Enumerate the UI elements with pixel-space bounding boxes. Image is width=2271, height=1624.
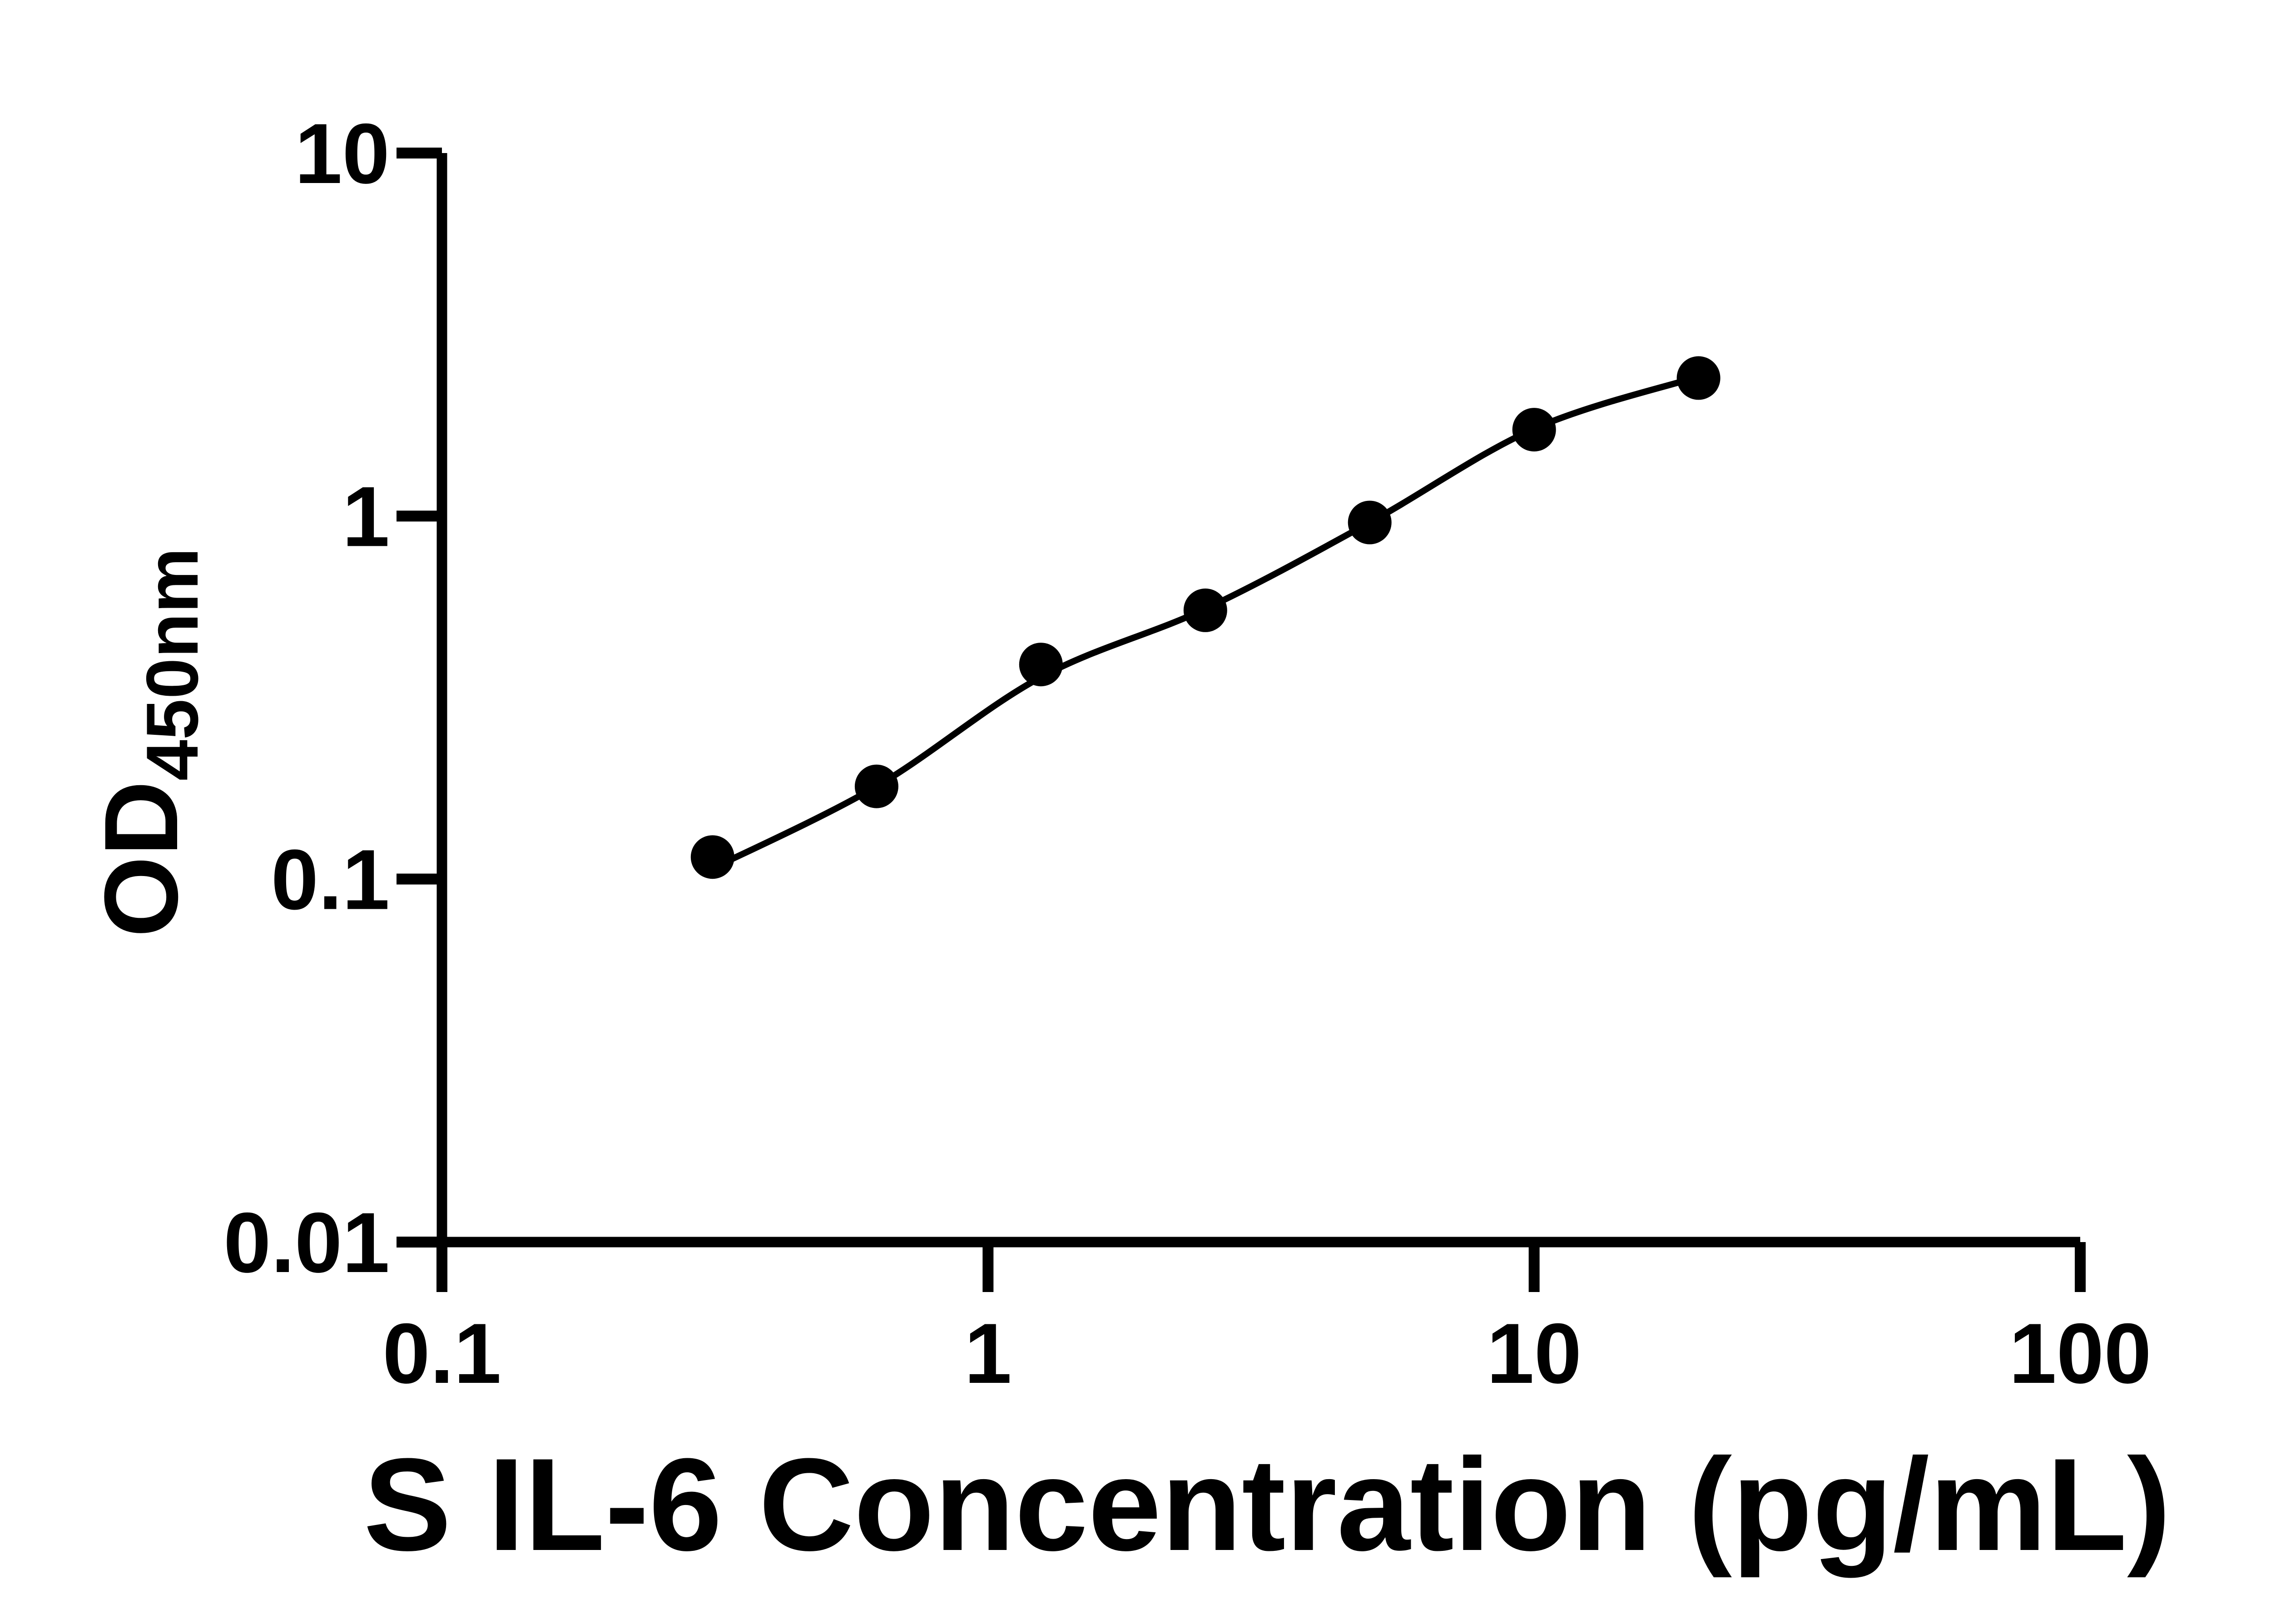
y-tick-label-10: 10 <box>295 106 390 201</box>
x-tick-label-10: 10 <box>1487 1306 1582 1401</box>
data-point-10pgml <box>1512 408 1556 452</box>
x-axis: 0.1 1 10 100 <box>382 1237 2152 1401</box>
y-axis: 0.01 0.1 1 10 <box>223 106 447 1290</box>
data-points <box>690 356 1721 879</box>
y-tick-label-0.1: 0.1 <box>271 832 390 927</box>
data-point-20pgml <box>1676 356 1721 400</box>
data-point-1.25pgml <box>1019 643 1063 687</box>
data-point-2.5pgml <box>1183 588 1227 632</box>
x-tick-label-0.1: 0.1 <box>382 1306 501 1401</box>
y-axis-title-main: OD <box>83 781 199 937</box>
y-tick-label-1: 1 <box>342 469 390 564</box>
x-tick-label-1: 1 <box>964 1306 1012 1401</box>
x-axis-ticks <box>436 1242 2086 1292</box>
x-axis-tick-labels: 0.1 1 10 100 <box>382 1306 2152 1401</box>
x-axis-title: S IL-6 Concentration (pg/mL) <box>363 1431 2171 1579</box>
data-point-0.313pgml <box>690 835 734 879</box>
y-axis-ticks <box>397 148 442 1248</box>
y-axis-tick-labels: 0.01 0.1 1 10 <box>223 106 390 1290</box>
data-point-5pgml <box>1348 500 1392 545</box>
y-axis-title: OD450nm <box>83 548 213 937</box>
data-point-0.625pgml <box>854 764 898 808</box>
y-tick-label-0.01: 0.01 <box>223 1195 390 1290</box>
y-axis-title-sub: 450nm <box>131 548 213 781</box>
x-tick-label-100: 100 <box>2009 1306 2152 1401</box>
